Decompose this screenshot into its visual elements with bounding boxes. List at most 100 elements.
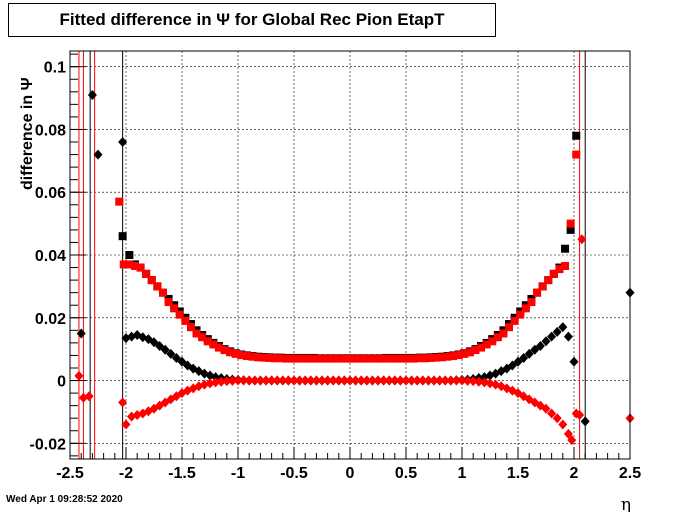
data-point-square <box>186 323 195 332</box>
data-point-square <box>376 354 385 363</box>
data-point-square <box>365 354 374 363</box>
y-tick-label: 0.06 <box>35 185 66 202</box>
data-point-diamond <box>93 149 103 160</box>
data-point-square <box>443 352 452 361</box>
data-point-square <box>421 354 430 363</box>
data-point-diamond <box>121 419 131 430</box>
data-point-square <box>415 354 424 363</box>
data-point-square <box>130 261 139 270</box>
data-point-square <box>505 323 514 332</box>
data-point-square <box>454 351 463 360</box>
data-point-diamond <box>211 372 221 383</box>
data-point-diamond <box>563 331 573 342</box>
data-point-diamond <box>334 375 344 386</box>
data-point-diamond <box>160 344 170 355</box>
data-point-diamond <box>328 375 338 386</box>
data-point-square <box>510 316 519 325</box>
data-point-square <box>398 354 407 363</box>
y-tick-label: 0.08 <box>35 122 66 139</box>
data-point-diamond <box>84 391 94 402</box>
data-point-diamond <box>519 352 529 363</box>
grid <box>69 51 631 459</box>
x-tick-label: 1 <box>458 465 467 482</box>
data-point-square <box>248 352 257 361</box>
data-point-square <box>181 316 190 325</box>
data-point-diamond <box>401 375 411 386</box>
data-point-square <box>460 349 469 358</box>
data-point-diamond <box>541 336 551 347</box>
x-tick-label: -2 <box>119 465 133 482</box>
data-point-square <box>304 354 313 363</box>
data-point-diamond <box>118 137 128 148</box>
data-point-diamond <box>362 375 372 386</box>
data-point-diamond <box>289 375 299 386</box>
data-points <box>74 89 635 446</box>
data-point-square <box>353 354 362 363</box>
data-point-square <box>387 354 396 363</box>
data-point-square <box>437 353 446 362</box>
data-point-square <box>287 354 296 363</box>
data-point-diamond <box>547 331 557 342</box>
data-point-square <box>203 337 212 346</box>
data-point-square <box>477 343 486 352</box>
data-point-square <box>527 298 536 307</box>
data-point-square <box>572 131 581 140</box>
data-point-diamond <box>379 375 389 386</box>
data-point-diamond <box>233 375 243 386</box>
data-point-diamond <box>283 375 293 386</box>
data-point-square <box>516 310 525 319</box>
data-point-square <box>549 269 558 278</box>
data-point-square <box>538 282 547 291</box>
data-point-square <box>254 353 263 362</box>
data-point-diamond <box>479 377 489 388</box>
timestamp-label: Wed Apr 1 09:28:52 2020 <box>6 494 123 505</box>
data-point-diamond <box>384 375 394 386</box>
data-point-diamond <box>552 326 562 337</box>
data-point-diamond <box>300 375 310 386</box>
data-point-square <box>175 310 184 319</box>
data-point-diamond <box>451 375 461 386</box>
data-point-diamond <box>418 375 428 386</box>
data-point-diamond <box>457 375 467 386</box>
data-point-square <box>521 304 530 313</box>
data-point-diamond <box>356 375 366 386</box>
data-point-diamond <box>435 375 445 386</box>
data-point-square <box>198 333 207 342</box>
data-point-diamond <box>423 375 433 386</box>
data-point-square <box>147 276 156 285</box>
data-point-square <box>298 354 307 363</box>
data-point-diamond <box>580 416 590 427</box>
data-point-square <box>555 265 564 274</box>
data-point-diamond <box>227 375 237 386</box>
data-point-square <box>259 353 268 362</box>
data-point-square <box>282 354 291 363</box>
data-point-square <box>370 354 379 363</box>
data-point-square <box>409 354 418 363</box>
data-point-square <box>393 354 402 363</box>
data-point-square <box>348 354 357 363</box>
data-point-square <box>293 354 302 363</box>
data-point-square <box>136 263 145 272</box>
x-tick-label: 2.5 <box>619 465 641 482</box>
data-point-diamond <box>261 375 271 386</box>
data-point-square <box>338 354 347 363</box>
data-point-square <box>242 352 251 361</box>
data-point-square <box>544 276 553 285</box>
data-point-square <box>359 354 368 363</box>
data-point-diamond <box>87 89 97 100</box>
data-point-diamond <box>118 397 128 408</box>
data-point-diamond <box>278 375 288 386</box>
data-point-square <box>493 333 502 342</box>
data-point-square <box>465 348 474 357</box>
data-point-diamond <box>216 376 226 387</box>
data-point-diamond <box>250 375 260 386</box>
y-axis-label: difference in Ψ <box>19 77 36 190</box>
data-point-square <box>265 353 274 362</box>
data-point-square <box>164 298 173 307</box>
data-point-square <box>192 329 201 338</box>
axis-ticks <box>69 53 631 459</box>
data-point-diamond <box>272 375 282 386</box>
data-point-square <box>343 354 352 363</box>
data-point-diamond <box>407 375 417 386</box>
